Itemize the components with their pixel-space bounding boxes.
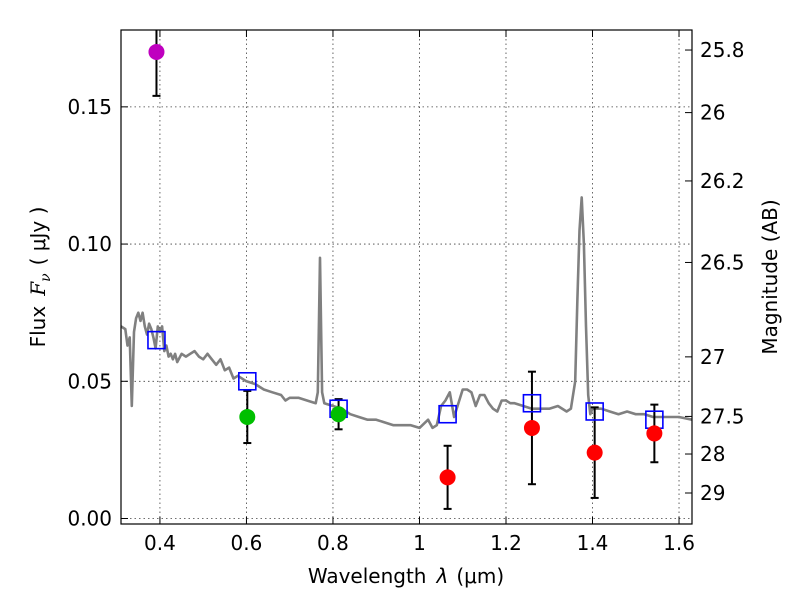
model-flux-layer bbox=[147, 330, 664, 430]
y2-tick-label: 29 bbox=[700, 481, 725, 505]
observed-point bbox=[239, 408, 256, 425]
y-tick-label: 0.05 bbox=[67, 369, 112, 393]
model-flux-square bbox=[238, 371, 257, 391]
model-flux-square bbox=[147, 330, 166, 350]
y-tick-label: 0.10 bbox=[67, 232, 112, 256]
y2-tick-label: 26 bbox=[700, 101, 725, 125]
observed-points-layer bbox=[148, 43, 663, 486]
y-tick-label: 0.15 bbox=[67, 95, 112, 119]
model-flux-square bbox=[522, 393, 542, 413]
observed-point bbox=[330, 406, 347, 423]
x-tick-label: 0.6 bbox=[231, 531, 263, 555]
observed-point bbox=[148, 43, 165, 60]
y2-tick-label: 25.8 bbox=[700, 38, 745, 62]
x-tick-label: 1.6 bbox=[663, 531, 695, 555]
x-axis-label: Wavelength λ (μm) bbox=[308, 564, 504, 588]
x-tick-label: 1.4 bbox=[577, 531, 609, 555]
model-sed-layer bbox=[120, 196, 693, 430]
x-tick-label: 0.8 bbox=[317, 531, 349, 555]
observed-point bbox=[646, 425, 663, 442]
observed-point bbox=[586, 444, 603, 461]
x-tick-label: 1 bbox=[413, 531, 426, 555]
y2-tick-label: 26.5 bbox=[700, 250, 745, 274]
y2-tick-label: 27 bbox=[700, 345, 725, 369]
tick-layer: 0.4 0.6 0.8 1 1.2 1.4 1.6 0.00 0.05 0.10 0.15 25.8 2… bbox=[67, 30, 745, 555]
observed-point bbox=[439, 469, 456, 486]
observed-point bbox=[523, 419, 540, 436]
y2-tick-label: 27.5 bbox=[700, 404, 745, 428]
y2-tick-label: 26.2 bbox=[700, 169, 745, 193]
model-flux-square bbox=[585, 402, 604, 421]
model-sed-line bbox=[120, 196, 693, 430]
errorbar-layer bbox=[152, 30, 659, 510]
y2-tick-label: 28 bbox=[700, 442, 725, 466]
model-flux-square bbox=[438, 404, 457, 424]
x-tick-label: 1.2 bbox=[490, 531, 522, 555]
x-tick-label: 0.4 bbox=[144, 531, 176, 555]
grid-layer bbox=[121, 30, 692, 524]
y2-axis-label: Magnitude (AB) bbox=[758, 199, 782, 354]
y-axis-label: FluxFν( μJy ) bbox=[26, 207, 54, 348]
plot-frame bbox=[120, 29, 693, 525]
y-tick-label: 0.00 bbox=[67, 507, 112, 531]
